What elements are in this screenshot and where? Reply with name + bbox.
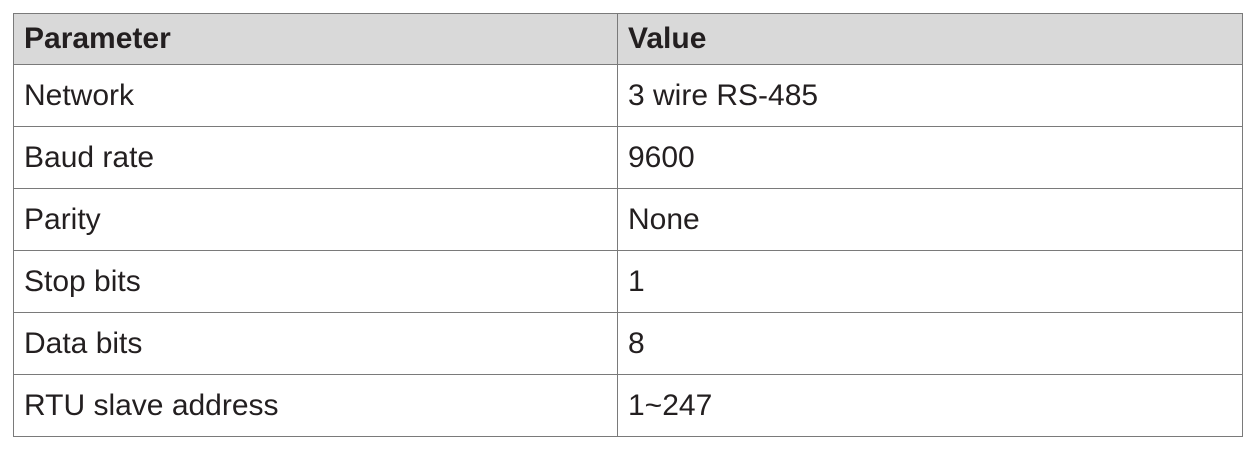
cell-value: 8 (617, 312, 1243, 375)
cell-value: 3 wire RS-485 (617, 64, 1243, 127)
table-body: Network 3 wire RS-485 Baud rate 9600 Par… (13, 64, 1243, 437)
column-header-parameter: Parameter (13, 13, 618, 65)
parameter-table: Parameter Value Network 3 wire RS-485 Ba… (13, 13, 1243, 437)
cell-value: 9600 (617, 126, 1243, 189)
table-row: Stop bits 1 (13, 250, 1243, 313)
cell-parameter: Parity (13, 188, 618, 251)
table-header: Parameter Value (13, 13, 1243, 65)
cell-value: None (617, 188, 1243, 251)
cell-parameter: Data bits (13, 312, 618, 375)
cell-parameter: Baud rate (13, 126, 618, 189)
table-row: Data bits 8 (13, 312, 1243, 375)
table-row: Parity None (13, 188, 1243, 251)
table-header-row: Parameter Value (13, 13, 1243, 65)
table-row: Network 3 wire RS-485 (13, 64, 1243, 127)
cell-value: 1 (617, 250, 1243, 313)
table-row: Baud rate 9600 (13, 126, 1243, 189)
cell-parameter: Network (13, 64, 618, 127)
column-header-value: Value (617, 13, 1243, 65)
cell-parameter: Stop bits (13, 250, 618, 313)
table-row: RTU slave address 1~247 (13, 374, 1243, 437)
cell-parameter: RTU slave address (13, 374, 618, 437)
cell-value: 1~247 (617, 374, 1243, 437)
